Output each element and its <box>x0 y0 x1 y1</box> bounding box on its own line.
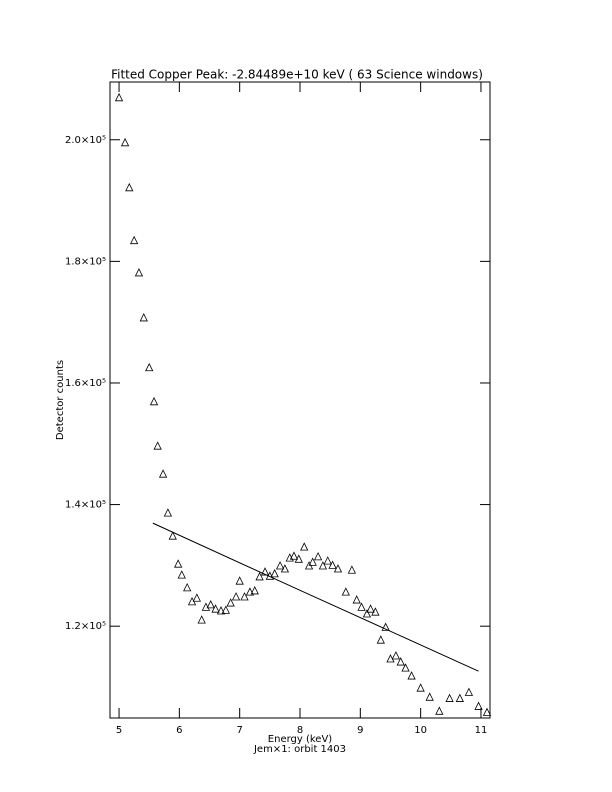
data-point <box>381 622 390 631</box>
data-point <box>168 531 177 540</box>
data-point <box>125 182 134 192</box>
data-point <box>216 606 226 615</box>
data-point <box>158 469 168 478</box>
data-point <box>333 564 343 573</box>
y-tick-label: 1.6×10⁵ <box>65 378 106 389</box>
data-point <box>149 396 159 406</box>
data-point <box>134 268 144 277</box>
y-tick-label: 1.4×10⁵ <box>65 500 106 511</box>
data-point <box>114 92 124 102</box>
data-point <box>120 137 130 147</box>
y-tick-label: 2.0×10⁵ <box>65 135 106 146</box>
data-point <box>464 687 474 696</box>
data-point <box>245 587 255 596</box>
x-tick-label: 6 <box>176 725 182 736</box>
fit-line <box>152 522 479 672</box>
x-tick-label: 8 <box>297 725 303 736</box>
data-point <box>145 362 154 372</box>
data-point <box>183 582 192 592</box>
data-point <box>211 604 220 613</box>
data-point <box>396 657 405 666</box>
data-point <box>153 441 162 450</box>
x-tick-label: 7 <box>236 725 242 736</box>
data-point <box>407 671 416 680</box>
data-point <box>197 615 206 624</box>
data-point <box>289 551 299 560</box>
data-point <box>300 542 309 551</box>
data-point <box>206 600 215 609</box>
data-point <box>401 663 410 672</box>
data-point <box>235 576 244 585</box>
data-point <box>308 557 317 566</box>
data-point <box>226 598 235 607</box>
data-point <box>391 651 401 660</box>
data-point <box>174 559 183 568</box>
data-point <box>445 693 454 702</box>
subtitle: Jem×1: orbit 1403 <box>253 744 346 755</box>
data-point <box>425 692 434 701</box>
data-point <box>294 554 303 563</box>
data-point <box>129 235 139 245</box>
data-point <box>366 604 375 613</box>
y-tick-label: 1.2×10⁵ <box>65 621 106 632</box>
x-tick-label: 10 <box>414 725 427 736</box>
x-tick-label: 5 <box>116 725 122 736</box>
data-point <box>240 592 249 601</box>
data-point <box>482 707 492 716</box>
data-point <box>435 706 444 715</box>
data-point <box>347 565 357 574</box>
data-point <box>455 693 464 702</box>
data-point <box>255 572 264 581</box>
data-point <box>416 683 425 692</box>
data-point <box>352 595 361 604</box>
x-tick-label: 11 <box>475 725 488 736</box>
data-point <box>231 592 241 601</box>
data-point <box>192 593 202 602</box>
data-point <box>250 586 259 595</box>
data-point <box>371 607 380 616</box>
data-point <box>177 570 186 579</box>
y-tick-label: 1.8×10⁵ <box>65 256 106 267</box>
data-point <box>357 602 366 611</box>
data-point <box>328 560 337 569</box>
x-axis-label: Energy (keV) <box>268 734 333 745</box>
data-point <box>270 569 279 578</box>
data-point <box>280 564 290 573</box>
data-point <box>313 551 323 561</box>
data-point <box>323 556 332 565</box>
data-point <box>139 313 148 322</box>
data-point <box>376 635 385 644</box>
data-point <box>318 561 328 570</box>
data-point <box>260 567 270 576</box>
data-point <box>221 605 230 614</box>
chart-title: Fitted Copper Peak: -2.84489e+10 keV ( 6… <box>111 68 483 82</box>
data-point <box>275 561 285 570</box>
x-tick-label: 9 <box>357 725 363 736</box>
data-point <box>474 701 483 710</box>
data-point <box>362 609 372 618</box>
data-point <box>163 508 173 517</box>
data-point <box>341 587 350 596</box>
y-axis-label: Detector counts <box>55 360 66 440</box>
